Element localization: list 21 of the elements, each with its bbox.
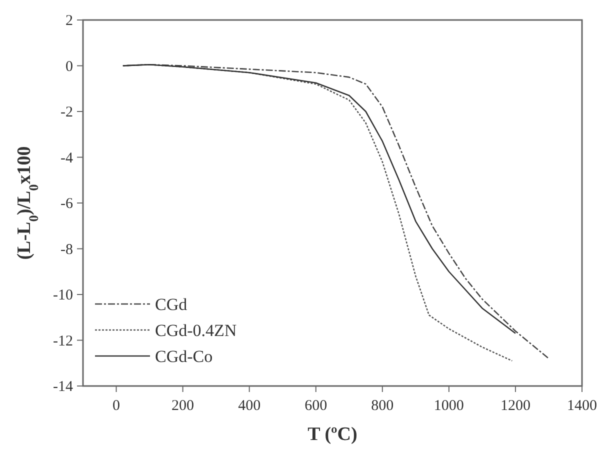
x-tick-label: 400 [238, 398, 261, 414]
y-tick-label: -8 [60, 242, 73, 258]
x-tick-label: 800 [371, 398, 394, 414]
y-tick-label: -6 [60, 196, 74, 212]
y-tick-label: 0 [66, 58, 73, 75]
x-tick-label: 1000 [434, 398, 464, 414]
y-tick-label: -14 [53, 379, 74, 395]
y-tick-label: -10 [53, 288, 73, 304]
y-tick-label: -12 [53, 333, 73, 350]
x-tick-label: 200 [172, 398, 194, 414]
legend-label: CGd [155, 295, 188, 314]
x-tick-label: 1400 [567, 398, 597, 414]
y-tick-label: -2 [60, 104, 73, 120]
x-tick-label: 0 [112, 398, 120, 414]
legend-label: CGd-0.4ZN [155, 321, 237, 340]
x-tick-label: 600 [304, 398, 328, 414]
x-tick-label: 1200 [500, 398, 530, 414]
x-axis-title: T (ºC) [308, 424, 358, 445]
y-tick-label: 2 [66, 13, 73, 29]
y-tick-label: -4 [60, 150, 74, 166]
legend-label: CGd-Co [155, 347, 213, 366]
